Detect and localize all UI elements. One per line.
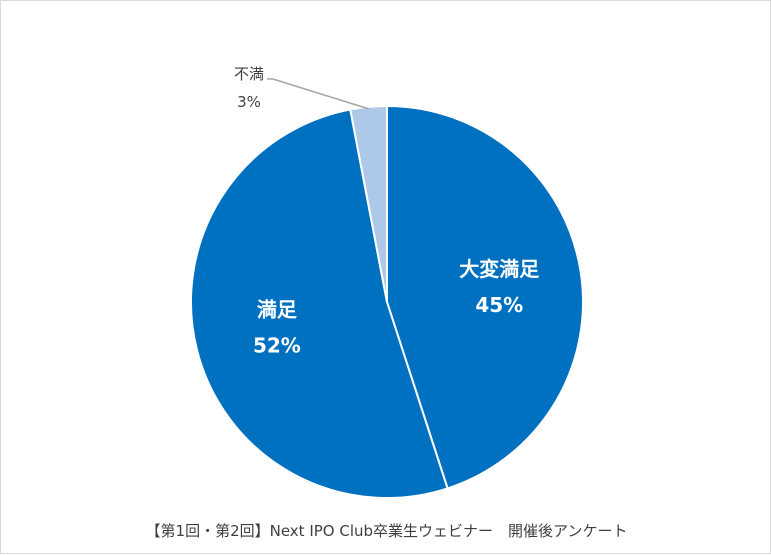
pie-slices — [190, 104, 584, 499]
slice-category-label: 大変満足 — [459, 257, 540, 281]
slice-percent-label: 45% — [475, 293, 523, 317]
pie-slice-1 — [386, 104, 584, 490]
slice-category-label: 不満 — [234, 65, 264, 83]
slice-category-label: 満足 — [257, 297, 298, 321]
pie-slice-2 — [190, 108, 449, 499]
pie-slice-3 — [349, 104, 388, 303]
chart-caption: 【第1回・第2回】Next IPO Club卒業生ウェビナー 開催後アンケート — [145, 522, 628, 540]
slice-percent-label: 52% — [253, 333, 301, 357]
slice-percent-label: 3% — [237, 93, 261, 111]
leader-line — [267, 78, 369, 110]
slice-labels: 大変満足 45% 満足 52% 不満 3% — [234, 65, 540, 357]
